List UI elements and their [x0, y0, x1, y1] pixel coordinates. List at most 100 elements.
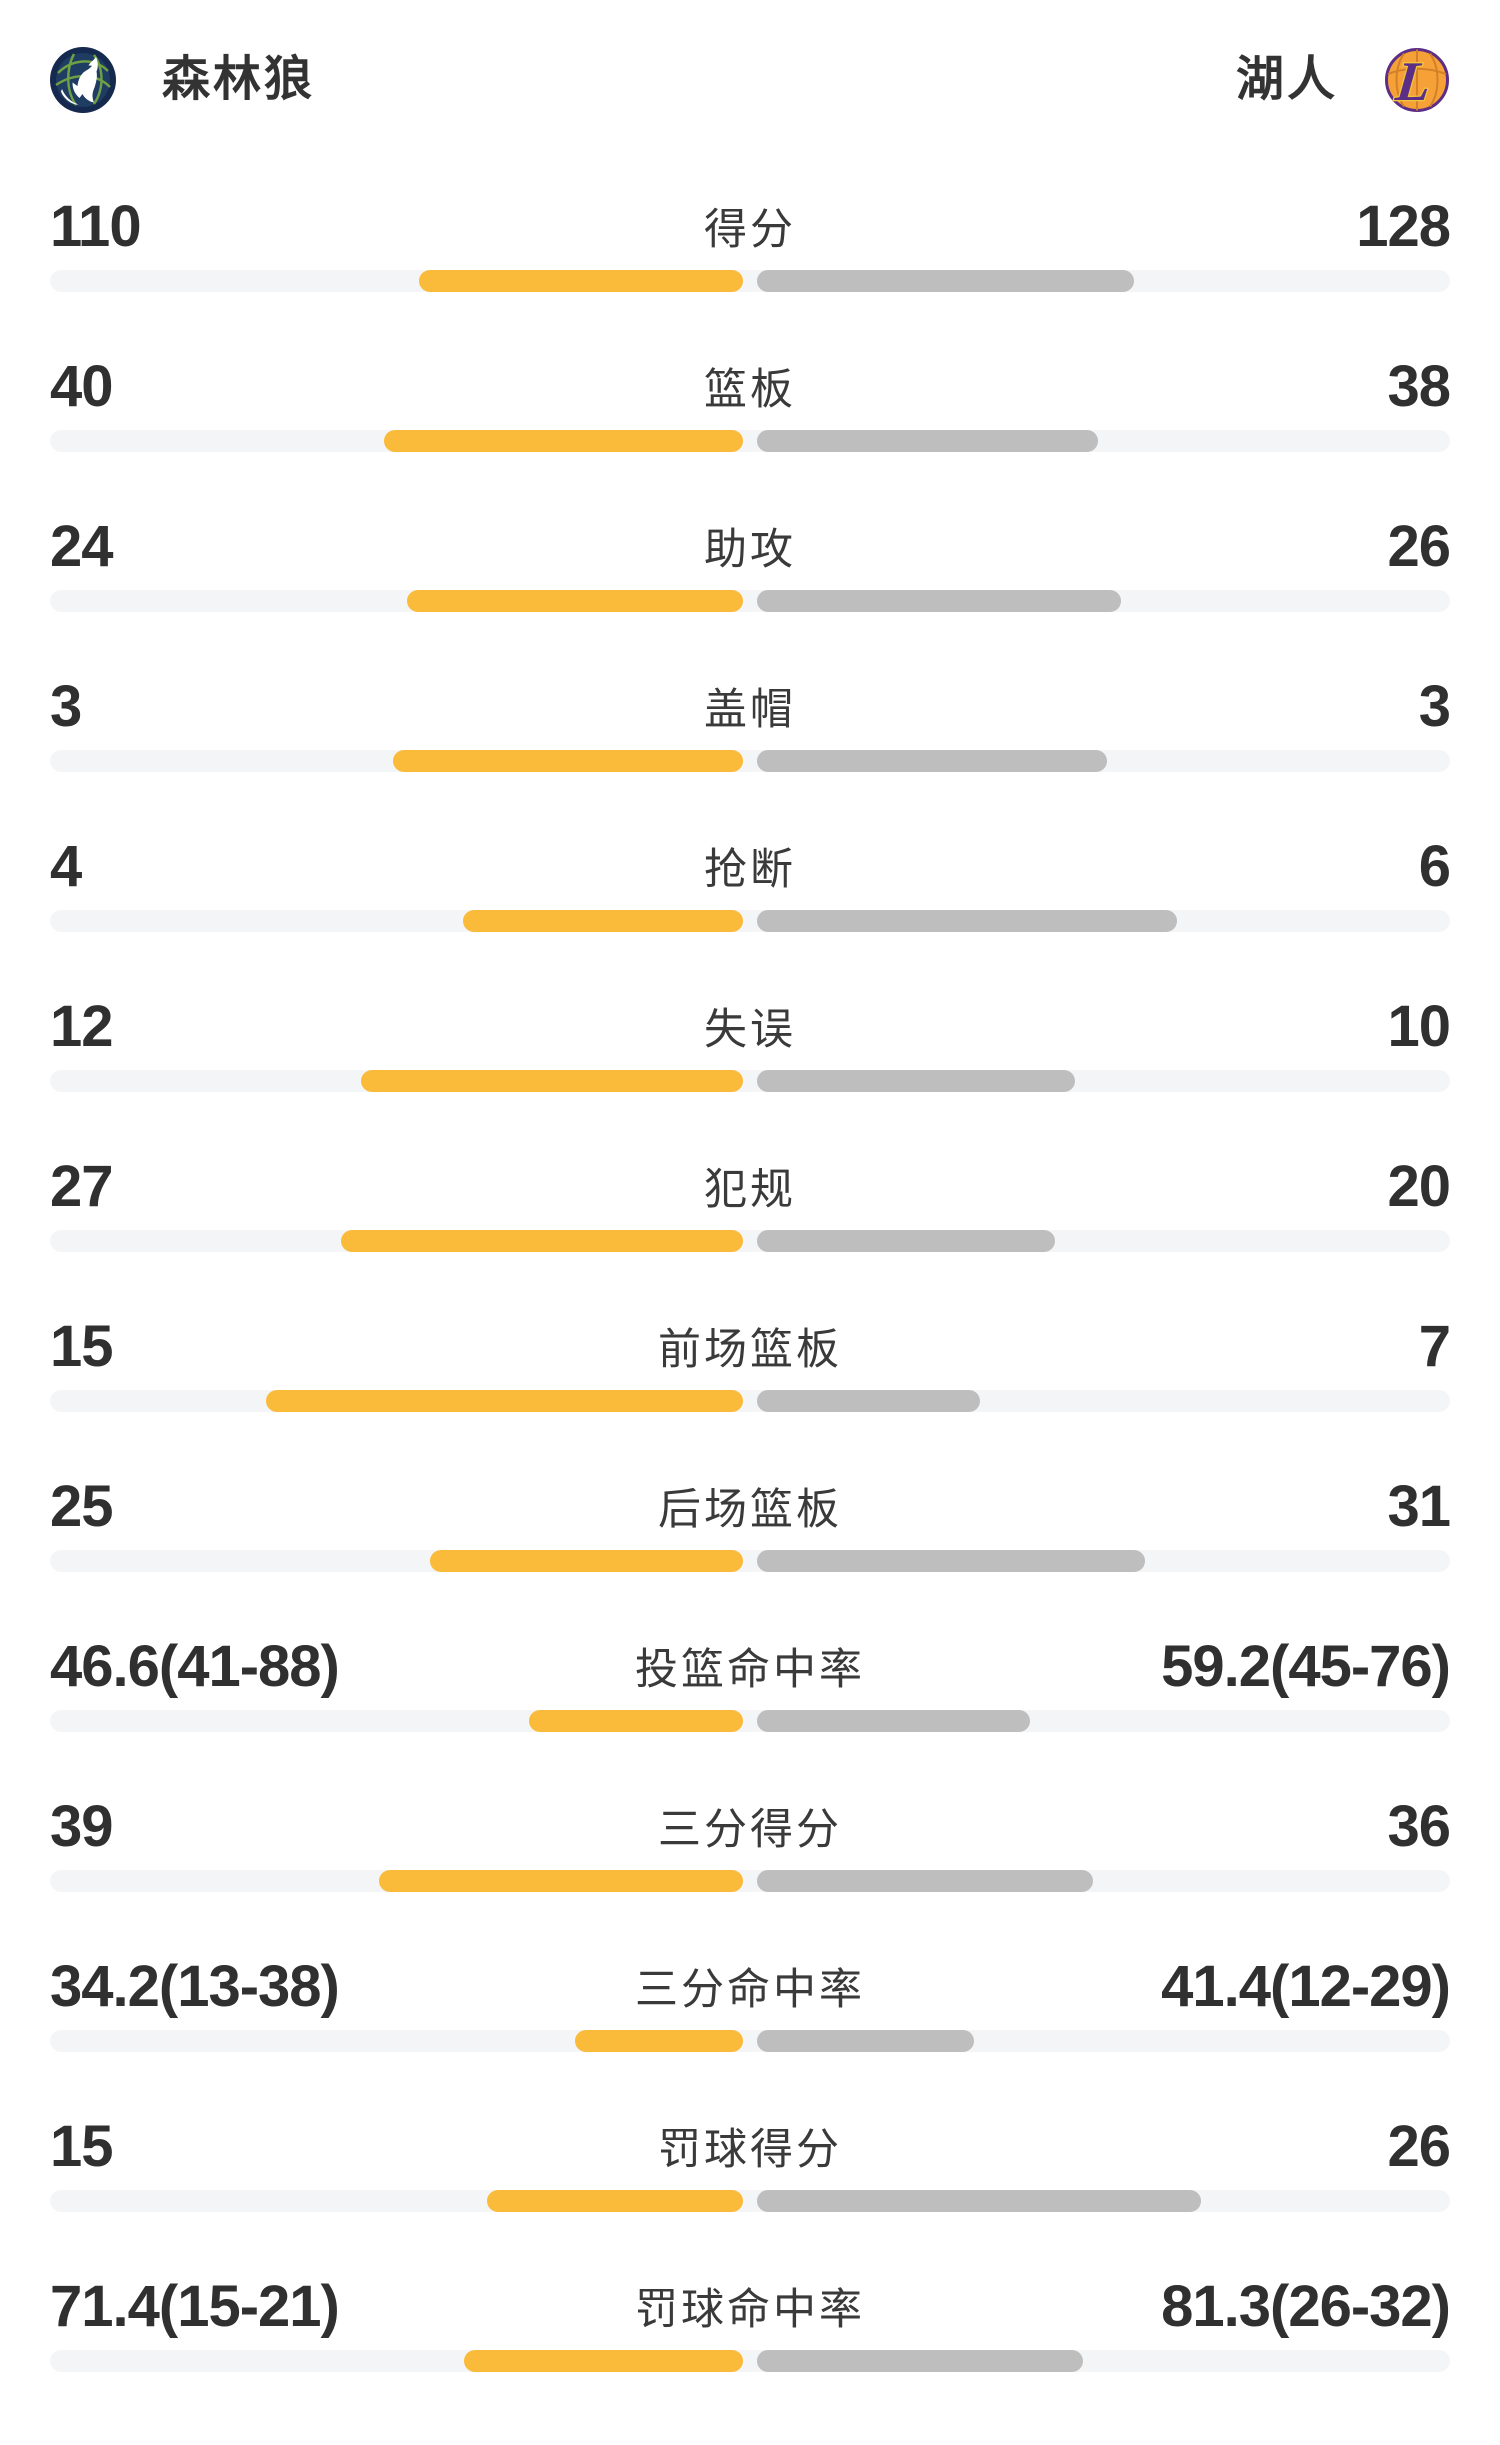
stat-label: 盖帽 [704, 686, 796, 734]
home-stat-bar [575, 2030, 743, 2052]
home-stat-bar [464, 2350, 743, 2372]
stat-label: 三分得分 [658, 1806, 842, 1854]
home-stat-value: 46.6(41-88) [50, 1633, 340, 1699]
stat-values-line: 34.2(13-38) 三分命中率 41.4(12-29) [50, 1953, 1451, 2019]
stat-bar-track [50, 590, 1450, 612]
away-stat-value: 128 [1356, 193, 1451, 259]
stat-bar-track [50, 2350, 1450, 2372]
stat-values-line: 46.6(41-88) 投篮命中率 59.2(45-76) [50, 1633, 1451, 1699]
home-stat-value: 39 [50, 1793, 114, 1859]
stat-bar-track [50, 910, 1450, 932]
stat-label: 得分 [704, 206, 796, 254]
away-stat-bar [757, 430, 1098, 452]
away-stat-value: 38 [1387, 353, 1451, 419]
stat-values-line: 15 罚球得分 26 [50, 2113, 1451, 2179]
away-stat-bar [757, 2190, 1201, 2212]
away-stat-value: 20 [1387, 1153, 1451, 1219]
stat-values-line: 71.4(15-21) 罚球命中率 81.3(26-32) [50, 2273, 1451, 2339]
home-stat-value: 3 [50, 673, 82, 739]
stat-row: 71.4(15-21) 罚球命中率 81.3(26-32) [50, 2273, 1451, 2434]
stat-row: 39 三分得分 36 [50, 1793, 1451, 1954]
home-stat-bar [379, 1870, 743, 1892]
away-stat-value: 7 [1418, 1313, 1451, 1379]
away-stat-bar [757, 2030, 974, 2052]
home-stat-bar [384, 430, 743, 452]
home-stat-value: 12 [50, 993, 114, 1059]
away-stat-bar [757, 270, 1134, 292]
match-header: 森林狼 湖人 L [50, 45, 1450, 115]
away-stat-value: 3 [1418, 673, 1451, 739]
stat-row: 25 后场篮板 31 [50, 1473, 1451, 1634]
away-stat-bar [757, 1230, 1055, 1252]
stat-row: 27 犯规 20 [50, 1153, 1451, 1314]
home-stat-bar [361, 1070, 743, 1092]
stat-values-line: 25 后场篮板 31 [50, 1473, 1451, 1539]
home-stat-bar [463, 910, 743, 932]
stat-label: 篮板 [704, 366, 796, 414]
away-stat-bar [757, 1070, 1075, 1092]
stat-row: 34.2(13-38) 三分命中率 41.4(12-29) [50, 1953, 1451, 2114]
stat-row: 110 得分 128 [50, 193, 1451, 354]
home-stat-bar [529, 1710, 743, 1732]
away-stat-bar [757, 2350, 1083, 2372]
away-stat-value: 59.2(45-76) [1161, 1633, 1451, 1699]
stat-row: 46.6(41-88) 投篮命中率 59.2(45-76) [50, 1633, 1451, 1794]
away-stat-value: 26 [1387, 513, 1451, 579]
away-stat-value: 31 [1387, 1473, 1451, 1539]
stat-bar-track [50, 1550, 1450, 1572]
home-stat-value: 34.2(13-38) [50, 1953, 340, 2019]
stat-row: 12 失误 10 [50, 993, 1451, 1154]
stat-bar-track [50, 270, 1450, 292]
stat-label: 犯规 [704, 1166, 796, 1214]
stat-values-line: 24 助攻 26 [50, 513, 1451, 579]
home-stat-value: 27 [50, 1153, 114, 1219]
home-stat-bar [393, 750, 743, 772]
stat-values-line: 3 盖帽 3 [50, 673, 1451, 739]
away-stat-value: 81.3(26-32) [1161, 2273, 1451, 2339]
away-stat-value: 6 [1418, 833, 1451, 899]
stat-bar-track [50, 2190, 1450, 2212]
home-stat-value: 24 [50, 513, 114, 579]
home-stat-bar [419, 270, 743, 292]
stat-values-line: 39 三分得分 36 [50, 1793, 1451, 1859]
svg-text:L: L [1392, 51, 1434, 113]
stat-bar-track [50, 750, 1450, 772]
stat-label: 投篮命中率 [635, 1646, 865, 1694]
stat-label: 失误 [704, 1006, 796, 1054]
stat-bar-track [50, 1870, 1450, 1892]
home-stat-value: 25 [50, 1473, 114, 1539]
stat-row: 40 篮板 38 [50, 353, 1451, 514]
stat-bar-track [50, 1070, 1450, 1092]
stat-row: 3 盖帽 3 [50, 673, 1451, 834]
stat-label: 抢断 [704, 846, 796, 894]
away-stat-bar [757, 910, 1177, 932]
home-team-name: 森林狼 [162, 53, 316, 106]
away-stat-value: 36 [1387, 1793, 1451, 1859]
stat-row: 24 助攻 26 [50, 513, 1451, 674]
away-stat-bar [757, 1390, 980, 1412]
away-team-header[interactable]: 湖人 L [1236, 45, 1450, 115]
stat-values-line: 40 篮板 38 [50, 353, 1451, 419]
stat-bar-track [50, 1710, 1450, 1732]
stat-bar-track [50, 2030, 1450, 2052]
stats-list: 110 得分 128 40 篮板 38 24 助攻 26 [50, 193, 1451, 2434]
stat-label: 助攻 [704, 526, 796, 574]
home-stat-value: 15 [50, 2113, 114, 2179]
lakers-logo-icon: L [1385, 48, 1449, 113]
home-stat-value: 71.4(15-21) [50, 2273, 340, 2339]
stat-values-line: 110 得分 128 [50, 193, 1451, 259]
stat-bar-track [50, 430, 1450, 452]
away-stat-value: 10 [1387, 993, 1451, 1059]
stats-comparison-page: 森林狼 湖人 L 110 得分 128 [0, 45, 1500, 2434]
stat-row: 15 罚球得分 26 [50, 2113, 1451, 2274]
stat-values-line: 4 抢断 6 [50, 833, 1451, 899]
home-stat-bar [407, 590, 743, 612]
away-stat-bar [757, 750, 1107, 772]
stat-values-line: 15 前场篮板 7 [50, 1313, 1451, 1379]
away-stat-bar [757, 590, 1121, 612]
home-team-header[interactable]: 森林狼 [50, 45, 315, 115]
away-team-name: 湖人 [1235, 53, 1338, 106]
away-stat-value: 41.4(12-29) [1161, 1953, 1451, 2019]
home-stat-bar [266, 1390, 743, 1412]
stat-row: 4 抢断 6 [50, 833, 1451, 994]
